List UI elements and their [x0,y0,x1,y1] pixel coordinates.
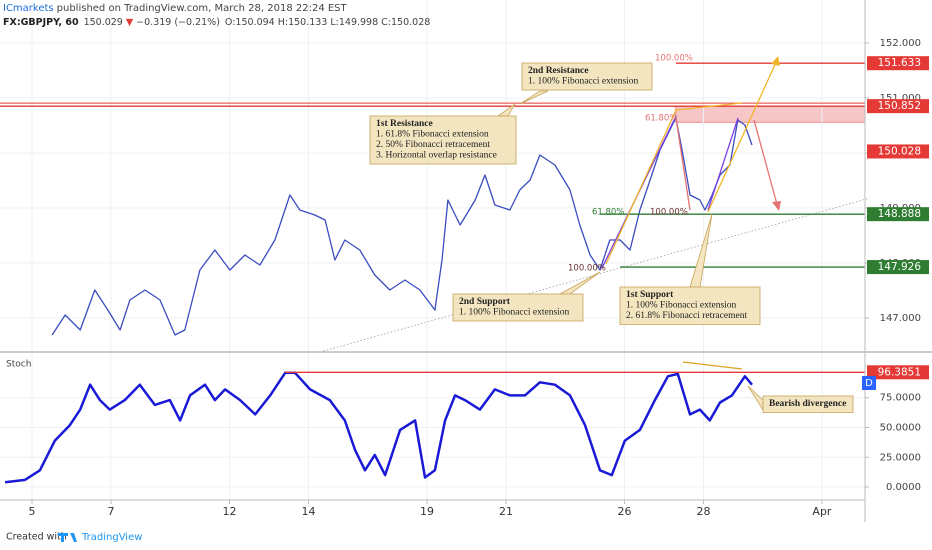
fib-leg [753,119,779,209]
level-label: 150.028 [878,145,921,157]
callout-text: 1st Support [626,290,674,300]
level-badge [867,144,929,159]
x-tick-label: 26 [617,505,631,518]
level-label: 147.926 [878,261,922,273]
fib-leg [605,102,743,265]
symbol: FX:GBPJPY, 60 [3,17,79,28]
fib-leg [707,57,779,213]
level-badge [867,56,929,71]
y-tick-label: 50.0000 [880,422,921,433]
callout-text: 1st Resistance [376,119,433,129]
callout-pointer [519,90,549,105]
level-label: 151.633 [878,57,921,69]
badge [862,376,876,390]
y-tick-label: 151.000 [880,93,921,104]
arrow-head [772,201,781,211]
level-badge [867,260,929,275]
fib-label: 100.00% [568,264,606,274]
fib-label: 61.80% [592,208,624,218]
level-badge [867,207,929,222]
callout-text: 1. 100% Fibonacci extension [626,301,737,311]
footer-created: Created with [6,532,67,543]
level-label: 96.3851 [878,366,921,378]
last: 150.029 [84,17,123,28]
callout-text: 2. 61.8% Fibonacci retracement [626,311,747,321]
header: ICmarkets published on TradingView.com, M… [3,3,348,14]
fib-label: 100.00% [655,54,693,64]
series [0,62,865,484]
grid [0,0,866,500]
footer-brand: TradingView [81,532,142,543]
x-tick-label: Apr [812,505,832,518]
x-tick-label: 21 [499,505,513,518]
callout-text: 2nd Support [459,297,511,307]
x-tick-label: 5 [28,505,35,518]
level-label: 148.888 [878,208,921,220]
footer [0,524,932,550]
fib-label: 100.00% [650,208,688,218]
pane-title: Stoch [6,360,31,370]
callout-text: 3. Horizontal overlap resistance [376,151,497,161]
y-tick-label: 75.0000 [880,393,921,404]
callout-box [762,395,854,413]
fib-leg [707,117,739,211]
arrow: ▼ [126,17,134,28]
callout-text: 1. 100% Fibonacci extension [528,77,639,87]
series-line [51,117,753,336]
y-tick-label: 147.000 [880,313,921,324]
published: published on TradingView.com, March 28, … [57,3,348,14]
x-tick-label: 28 [696,505,710,518]
level-label: 150.852 [878,100,921,112]
trend-line [319,197,871,353]
x-tick-label: 7 [107,505,114,518]
x-tick-label: 14 [301,505,315,518]
logo [58,533,77,542]
callout-text: Bearish divergence [769,399,846,409]
level-badge [867,365,929,380]
change: −0.319 (−0.21%) [136,17,220,28]
callout-box [619,286,761,325]
resistance-zone [675,105,866,123]
arrow-head [771,56,780,66]
ohlc: O:150.094 H:150.133 L:149.998 C:150.028 [225,17,430,28]
y-tick-label: 25.0000 [880,452,921,463]
callout-box [521,62,653,91]
badge-label: D [865,378,873,389]
callout-text: 1. 61.8% Fibonacci extension [376,130,489,140]
overlay: 147.000148.000149.000150.000151.000152.0… [6,38,929,518]
series-line [4,371,753,484]
publisher: ICmarkets [3,3,54,14]
x-tick-label: 12 [222,505,236,518]
callout-text: 1. 100% Fibonacci extension [459,308,570,318]
callout-box [452,293,584,322]
y-tick-label: 0.0000 [886,482,921,493]
level-badge [867,99,929,114]
x-tick-label: 19 [420,505,434,518]
fib-label: 61.80% [645,114,677,124]
divergence-line [682,361,743,370]
callout-text: 2nd Resistance [528,66,588,76]
callout-box [369,115,517,165]
ticker-line: FX:GBPJPY, 60 150.029 ▼ −0.319 (−0.21%) O:15… [3,17,430,28]
fib-drawings [601,56,781,370]
y-tick-label: 152.000 [880,38,921,49]
callout-text: 2. 50% Fibonacci retracement [376,140,490,150]
fib-leg [675,117,691,211]
